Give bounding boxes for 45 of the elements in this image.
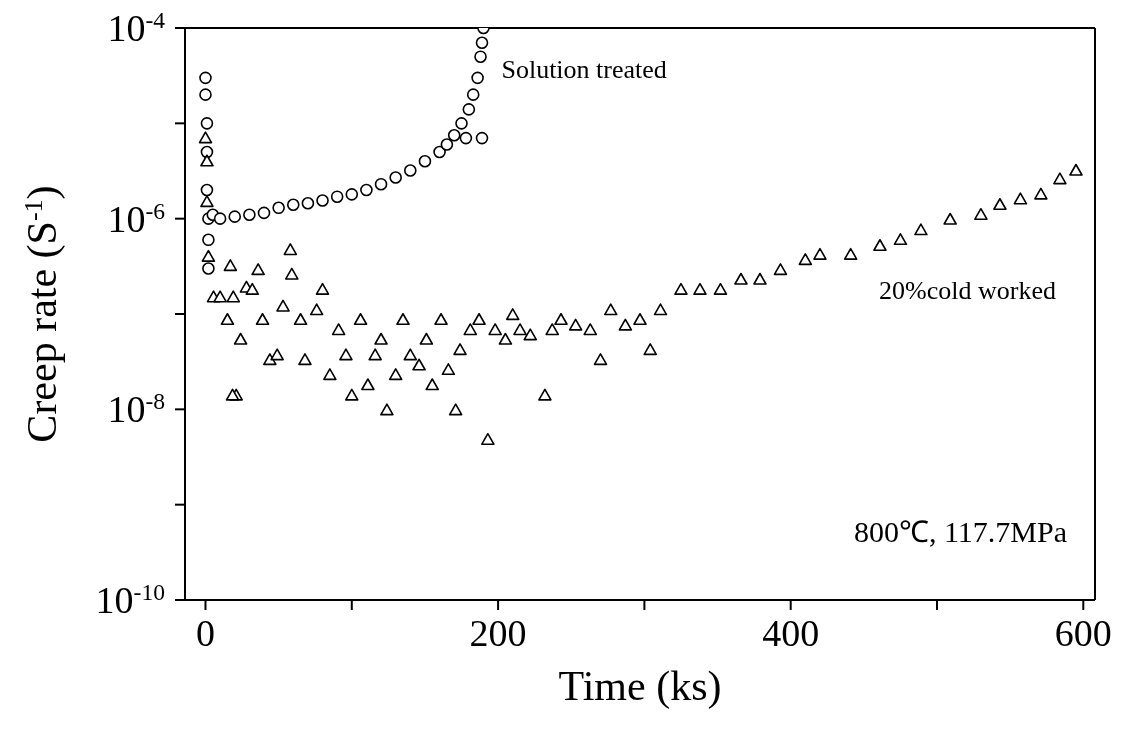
point xyxy=(475,36,489,50)
point xyxy=(202,262,215,275)
point xyxy=(433,145,446,159)
point xyxy=(404,164,417,177)
point xyxy=(257,206,271,220)
x-tick-label: 400 xyxy=(762,612,820,654)
point xyxy=(200,183,214,197)
point xyxy=(471,71,484,85)
point xyxy=(389,171,402,184)
point xyxy=(466,88,480,101)
y-tick-label: 10$^{-8}$ xyxy=(107,388,165,431)
y-tick-label: 10$^{-4}$ xyxy=(107,7,166,49)
y-tick-label: 10$^{-6}$ xyxy=(107,197,166,240)
point xyxy=(440,138,454,151)
x-axis-title: Time (ks) xyxy=(558,663,722,710)
point xyxy=(200,145,214,159)
point xyxy=(228,210,242,223)
point xyxy=(345,188,359,201)
point xyxy=(272,201,285,215)
point xyxy=(243,208,256,222)
annotation: 800℃, 117.7MPa xyxy=(853,514,1067,550)
point xyxy=(199,71,212,85)
series-label: Solution treated xyxy=(501,55,667,84)
point xyxy=(360,183,373,197)
series-label: 20%cold worked xyxy=(879,275,1056,305)
point xyxy=(455,117,468,130)
point xyxy=(418,154,432,168)
point xyxy=(459,131,473,145)
point xyxy=(475,131,489,145)
point xyxy=(474,50,487,63)
point xyxy=(202,233,215,247)
y-tick-label: 10$^{-10}$ xyxy=(95,579,165,621)
point xyxy=(330,190,344,203)
point xyxy=(447,128,461,142)
point xyxy=(213,212,227,225)
x-tick-label: 0 xyxy=(195,612,215,654)
point xyxy=(374,177,388,191)
point xyxy=(200,117,214,130)
point xyxy=(301,196,315,210)
point xyxy=(286,198,300,212)
point xyxy=(462,103,476,116)
x-tick-label: 600 xyxy=(1054,612,1112,654)
x-tick-label: 200 xyxy=(469,612,527,654)
point xyxy=(316,194,329,207)
point xyxy=(199,88,212,101)
